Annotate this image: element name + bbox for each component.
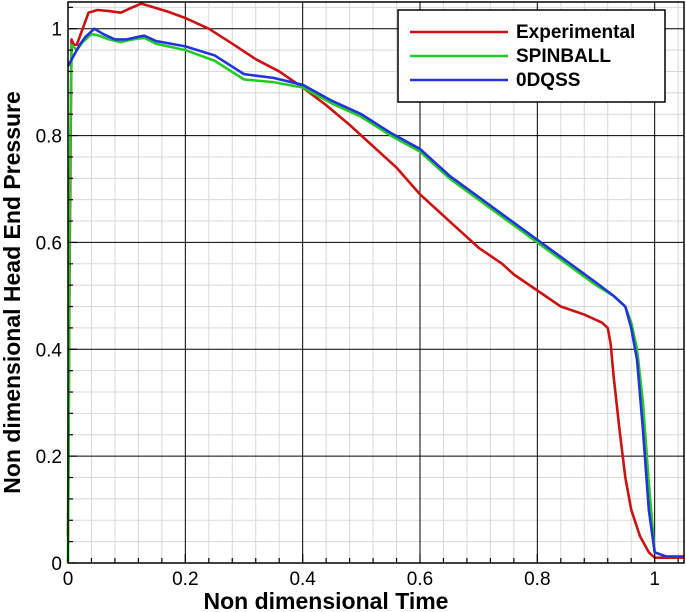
x-tick-label: 0.6 <box>407 569 433 590</box>
x-tick-label: 1 <box>649 569 660 590</box>
y-tick-label: 0.6 <box>36 233 62 254</box>
plot-frame <box>67 1 685 564</box>
y-tick-label: 0.8 <box>36 127 62 148</box>
x-tick-label: 0.2 <box>172 569 198 590</box>
y-tick-label: 0.4 <box>36 340 63 361</box>
series-line-experimental <box>66 2 684 559</box>
legend-label-spinball: SPINBALL <box>516 46 611 67</box>
y-tick-label: 0.2 <box>36 447 62 468</box>
axis-ticks <box>67 6 679 564</box>
x-tick-label: 0.8 <box>524 569 550 590</box>
x-tick-label: 0.4 <box>289 569 316 590</box>
y-tick-label: 1 <box>51 20 62 41</box>
legend-label-0dqss: 0DQSS <box>516 70 580 91</box>
x-tick-label: 0 <box>63 569 74 590</box>
series-line-spinball <box>66 32 684 564</box>
y-tick-label: 0 <box>51 554 62 575</box>
legend: Experimental SPINBALL 0DQSS <box>397 9 666 103</box>
tick-labels: 0 0.2 0.4 0.6 0.8 1 0 0.2 0.4 0.6 0.8 1 <box>36 20 660 590</box>
legend-label-experimental: Experimental <box>516 22 635 43</box>
y-axis-title: Non dimensional Head End Pressure <box>0 91 25 494</box>
series-line-0dqss <box>66 27 684 558</box>
x-axis-title: Non dimensional Time <box>204 588 449 612</box>
series-layer <box>66 2 684 564</box>
